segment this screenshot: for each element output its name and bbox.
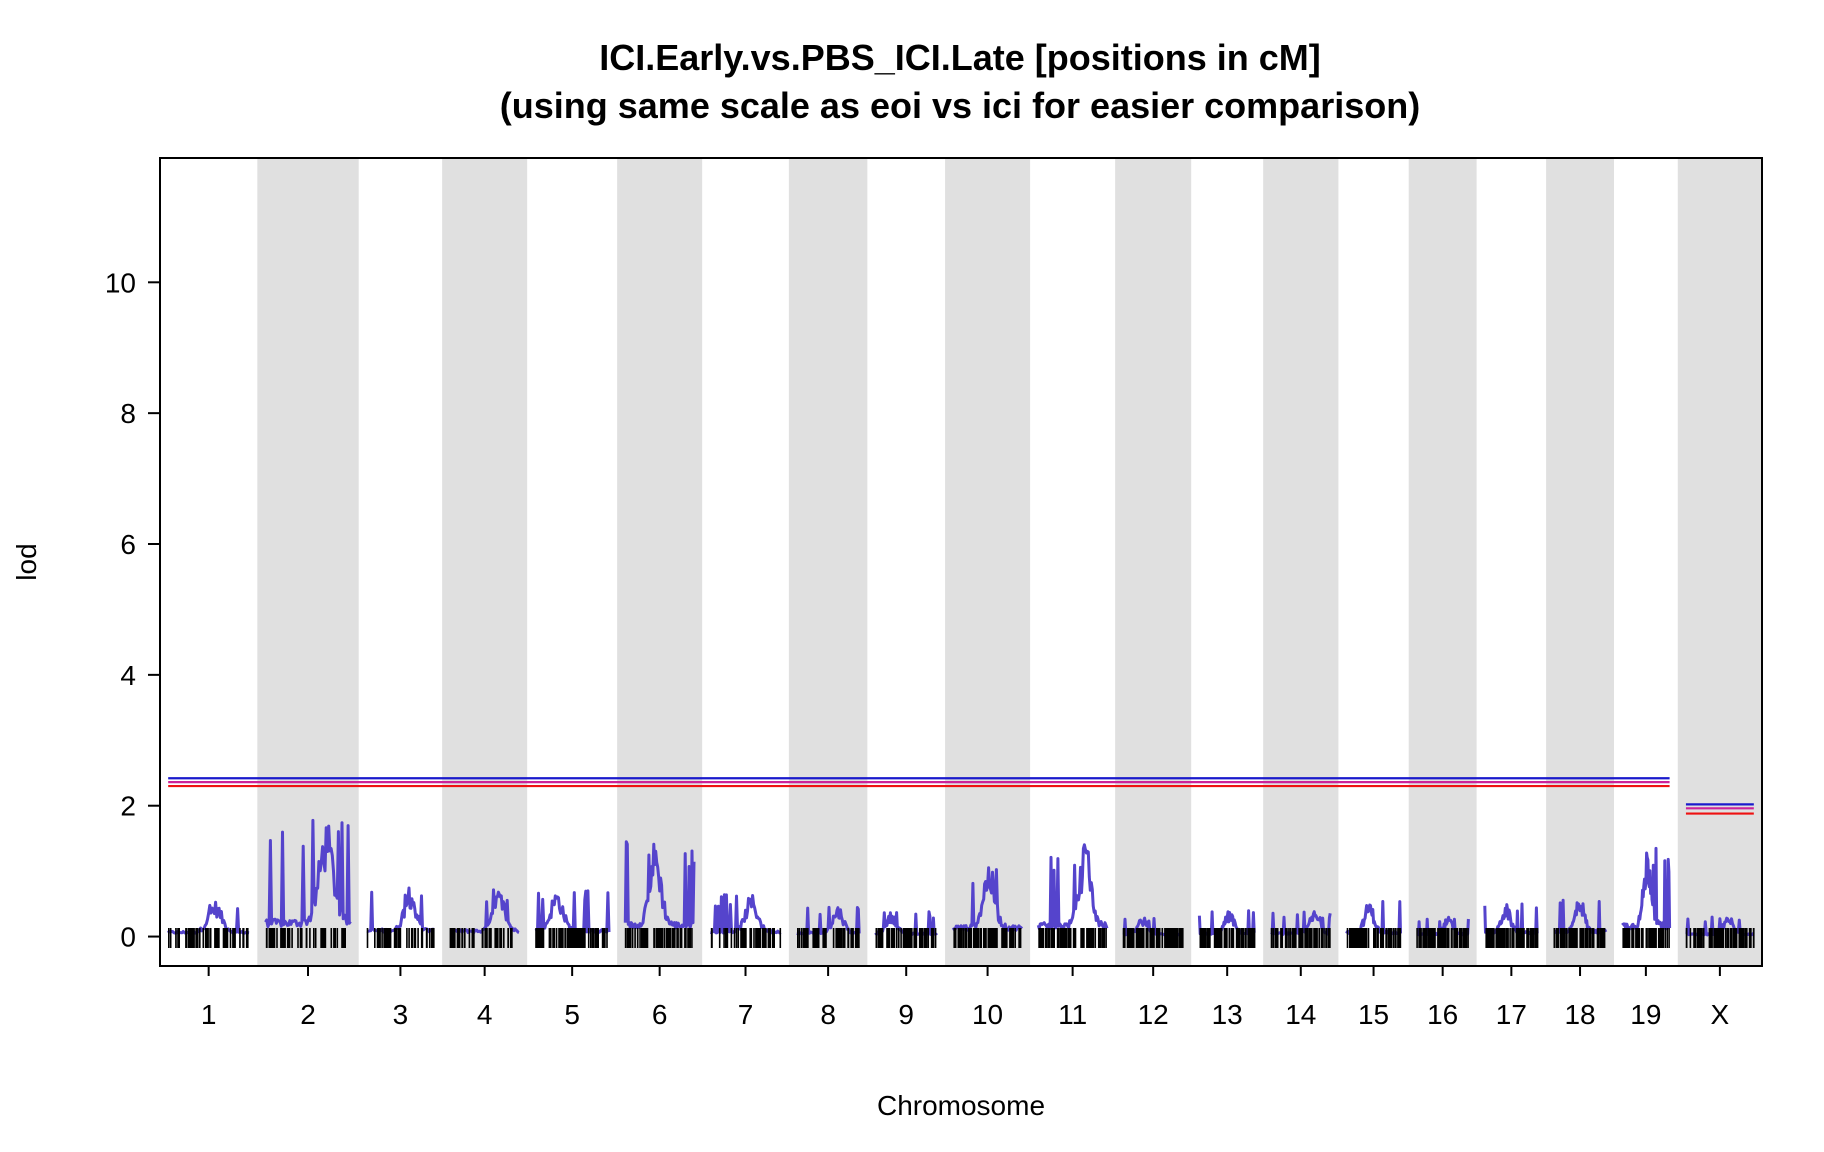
y-tick-label-8: 8: [120, 398, 136, 429]
marker-rug-chr-2: [265, 928, 346, 948]
marker-rug-chr-11: [1038, 928, 1107, 948]
marker-rug-chr-X: [1685, 928, 1755, 948]
chromosome-band-6: [617, 158, 703, 966]
marker-rug-chr-18: [1553, 928, 1606, 948]
chromosome-band-14: [1263, 158, 1339, 966]
chromosome-band-X: [1677, 158, 1762, 966]
marker-rug-chr-17: [1485, 928, 1539, 948]
x-tick-label-5: 5: [564, 999, 580, 1030]
x-tick-label-11: 11: [1058, 999, 1087, 1030]
lod-curve-chr-6: [623, 840, 696, 930]
x-tick-label-10: 10: [972, 999, 1003, 1030]
chart-title-line-1: ICI.Early.vs.PBS_ICI.Late [positions in …: [599, 37, 1321, 78]
marker-rug-chr-16: [1416, 928, 1469, 948]
x-tick-label-8: 8: [820, 999, 836, 1030]
marker-rug-chr-3: [366, 928, 435, 948]
x-tick-label-4: 4: [477, 999, 493, 1030]
chromosome-band-10: [945, 158, 1031, 966]
marker-rug-chr-13: [1199, 928, 1256, 948]
x-tick-label-6: 6: [652, 999, 668, 1030]
x-tick-label-18: 18: [1564, 999, 1595, 1030]
chart-title: ICI.Early.vs.PBS_ICI.Late [positions in …: [160, 34, 1760, 130]
x-tick-label-14: 14: [1285, 999, 1316, 1030]
x-tick-label-17: 17: [1496, 999, 1527, 1030]
x-tick-label-19: 19: [1630, 999, 1661, 1030]
x-tick-label-12: 12: [1138, 999, 1169, 1030]
lod-curve-chr-7: [709, 893, 782, 935]
marker-rug-chr-10: [953, 928, 1022, 948]
x-tick-label-13: 13: [1212, 999, 1243, 1030]
x-tick-label-9: 9: [898, 999, 914, 1030]
lod-curve-chr-5: [534, 889, 611, 934]
threshold-lines: [168, 777, 1754, 815]
lod-curve-chr-2: [264, 818, 352, 929]
y-tick-label-10: 10: [105, 267, 136, 298]
marker-rug-chr-14: [1270, 928, 1331, 948]
chromosome-bands: [257, 158, 1762, 966]
marker-rug-chr-5: [535, 928, 608, 948]
x-tick-label-15: 15: [1358, 999, 1389, 1030]
lod-curve-chr-11: [1036, 843, 1109, 931]
x-axis: 1 2 3 4 5 6 7 8 9 10 11 12 13 14 15 16 17 18 19 X: [201, 966, 1730, 1030]
lod-curve-chr-19: [1621, 846, 1672, 931]
chromosome-band-16: [1408, 158, 1477, 966]
x-tick-label-X: X: [1711, 999, 1730, 1030]
marker-rug-chr-8: [797, 928, 860, 948]
chromosome-band-18: [1546, 158, 1614, 966]
x-tick-label-3: 3: [393, 999, 409, 1030]
y-axis: 0 2 4 6 8 10: [105, 267, 160, 953]
marker-rug-chr-9: [875, 928, 937, 948]
marker-rug-chr-15: [1346, 928, 1402, 948]
y-tick-label-6: 6: [120, 529, 136, 560]
x-axis-title: Chromosome: [877, 1090, 1045, 1121]
marker-rug-chr-4: [449, 928, 513, 948]
marker-rug-chr-19: [1622, 928, 1670, 948]
chart-title-line-2: (using same scale as eoi vs ici for easi…: [499, 85, 1421, 126]
plot-frame: [159, 157, 1763, 967]
marker-rug-chr-6: [624, 928, 693, 948]
marker-rug-chr-7: [710, 928, 782, 948]
y-axis-title: lod: [11, 543, 42, 580]
marker-rug-chr-12: [1122, 928, 1184, 948]
y-tick-label-4: 4: [120, 660, 136, 691]
x-tick-label-2: 2: [300, 999, 316, 1030]
chromosome-band-8: [788, 158, 868, 966]
lod-curve-chr-3: [366, 886, 435, 934]
y-tick-label-2: 2: [120, 791, 136, 822]
chromosome-band-12: [1115, 158, 1192, 966]
x-tick-label-1: 1: [201, 999, 217, 1030]
marker-rug-chr-1: [168, 928, 249, 948]
x-tick-label-16: 16: [1427, 999, 1458, 1030]
chromosome-band-4: [442, 158, 528, 966]
y-tick-label-0: 0: [120, 922, 136, 953]
x-tick-label-7: 7: [738, 999, 754, 1030]
marker-rug: [168, 928, 1755, 948]
